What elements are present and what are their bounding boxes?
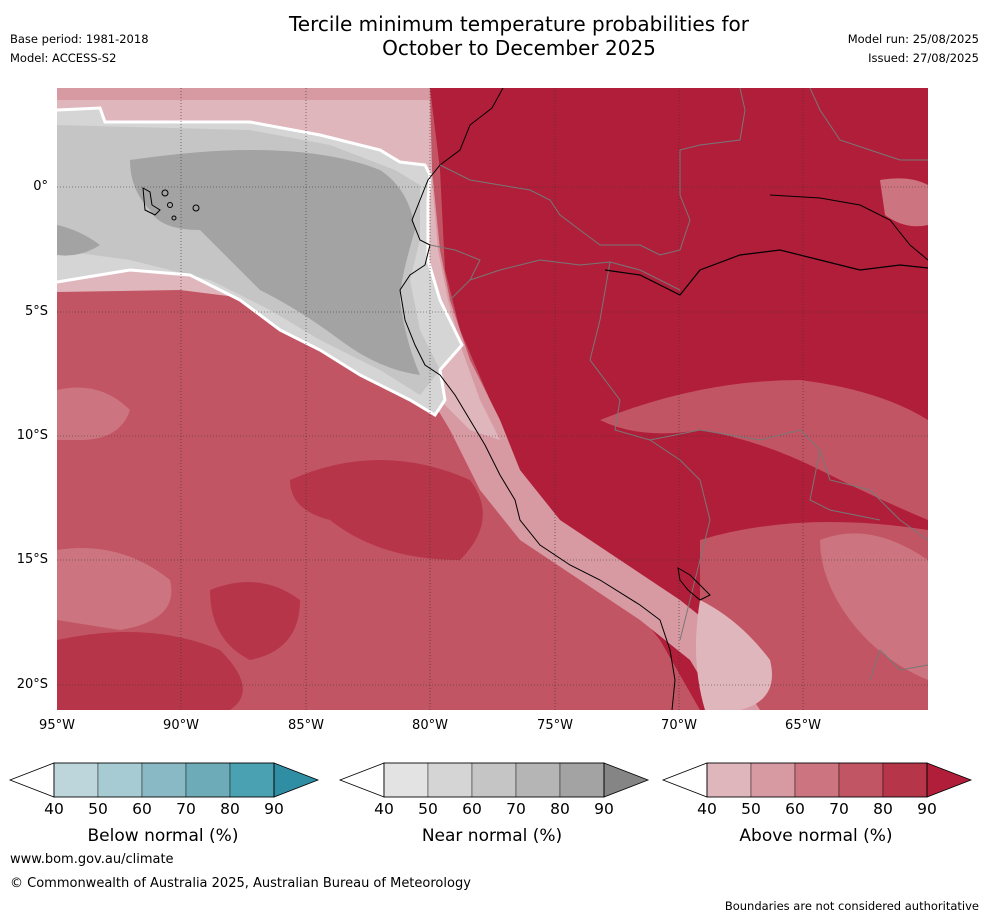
- coastline: [399, 88, 676, 710]
- legend-near-arrow-low: [338, 762, 385, 798]
- legend-title-near: Near normal (%): [421, 826, 563, 846]
- patch-inland-40-s: [696, 600, 772, 710]
- lon-label-70w: 70°W: [661, 718, 697, 733]
- legend-near-tick: 40: [374, 800, 394, 818]
- legend-near-outline: [383, 762, 605, 798]
- footer-copyright: © Commonwealth of Australia 2025, Austra…: [10, 876, 471, 891]
- legend-below-segment: [229, 762, 275, 798]
- legend-above-tick: 80: [873, 800, 893, 818]
- legend-above-segment: [706, 762, 752, 798]
- patch-ocean-80-center: [290, 460, 483, 560]
- lat-label-10s: 10°S: [16, 428, 48, 443]
- legend-title-below: Below normal (%): [87, 826, 239, 846]
- legend-above-arrow-high: [926, 762, 973, 798]
- legend-below-arrow-high: [273, 762, 320, 798]
- probability-map: [57, 88, 928, 710]
- legend-above-segment: [750, 762, 796, 798]
- legend-below-segment: [185, 762, 231, 798]
- rio-negro: [769, 194, 928, 261]
- lon-label-90w: 90°W: [163, 718, 199, 733]
- legend-near-arrow-high: [603, 762, 650, 798]
- legend-near-tick: 50: [418, 800, 438, 818]
- model-name: Model: ACCESS-S2: [10, 51, 117, 65]
- legend-below-tick: 90: [264, 800, 284, 818]
- legend-near-tick: 80: [550, 800, 570, 818]
- patch-amazon-60: [880, 178, 928, 227]
- lon-label-80w: 80°W: [412, 718, 448, 733]
- legend-above-segment: [882, 762, 928, 798]
- legend-near-segment: [471, 762, 517, 798]
- lat-label-0: 0°: [33, 179, 48, 194]
- legend-title-above: Above normal (%): [739, 826, 893, 846]
- amazon-river: [604, 249, 928, 296]
- meta-right: Model run: 25/08/2025 Issued: 27/08/2025: [848, 30, 979, 68]
- issued-date: Issued: 27/08/2025: [868, 51, 979, 65]
- legend-below-segment: [53, 762, 99, 798]
- model-run: Model run: 25/08/2025: [847, 32, 979, 46]
- lat-label-15s: 15°S: [16, 552, 48, 567]
- patch-ocean-80-s: [210, 582, 300, 660]
- legend-near-segment: [427, 762, 473, 798]
- legend-above-segment: [794, 762, 840, 798]
- legend-near-tick: 60: [462, 800, 482, 818]
- lon-label-65w: 65°W: [785, 718, 821, 733]
- lake-titicaca: [677, 567, 711, 601]
- legend-near-segment: [515, 762, 561, 798]
- base-period: Base period: 1981-2018: [10, 32, 149, 46]
- map-fill: [57, 88, 928, 710]
- meta-left: Base period: 1981-2018 Model: ACCESS-S2: [10, 30, 149, 68]
- legend-near-segment: [383, 762, 429, 798]
- legend-below-outline: [53, 762, 275, 798]
- legend-below-tick: 50: [88, 800, 108, 818]
- legend-colorbars: [8, 762, 973, 798]
- legend-above-arrow-low: [661, 762, 708, 798]
- patch-ocean-60-sw: [57, 548, 172, 630]
- footer-url: www.bom.gov.au/climate: [10, 852, 174, 867]
- legend-below-tick: 60: [132, 800, 152, 818]
- lon-label-85w: 85°W: [288, 718, 324, 733]
- boundary-near-40: [57, 106, 464, 418]
- legend-near-segment: [559, 762, 605, 798]
- patch-inland-60-se: [820, 533, 928, 680]
- legend-near-tick: 90: [594, 800, 614, 818]
- legend-above-segment: [838, 762, 884, 798]
- legend-above-tick: 60: [785, 800, 805, 818]
- lon-label-95w: 95°W: [39, 718, 75, 733]
- legend-above-tick: 90: [917, 800, 937, 818]
- region-near-80: [130, 150, 420, 375]
- footer-disclaimer: Boundaries are not considered authoritat…: [724, 899, 979, 913]
- patch-near-80-w: [57, 225, 100, 256]
- legend-above-tick: 70: [829, 800, 849, 818]
- lon-label-75w: 75°W: [537, 718, 573, 733]
- patch-inland-70: [600, 380, 928, 520]
- title-line-1: Tercile minimum temperature probabilitie…: [288, 12, 750, 36]
- legend-below-tick: 80: [220, 800, 240, 818]
- legend-below-segment: [97, 762, 143, 798]
- country-borders: [429, 88, 928, 681]
- legend-below-tick: 70: [176, 800, 196, 818]
- legend-above-tick: 50: [741, 800, 761, 818]
- patch-ocean-60-w: [57, 387, 130, 440]
- legend-below-tick: 40: [44, 800, 64, 818]
- legend-below-segment: [141, 762, 187, 798]
- galapagos-islands: [142, 187, 200, 221]
- lat-label-20s: 20°S: [16, 677, 48, 692]
- lat-label-5s: 5°S: [24, 304, 48, 319]
- legend-near-tick: 70: [506, 800, 526, 818]
- legend-below-arrow-low: [8, 762, 55, 798]
- chart-title: Tercile minimum temperature probabilitie…: [0, 12, 988, 60]
- legend-above-tick: 40: [697, 800, 717, 818]
- title-line-2: October to December 2025: [382, 36, 656, 60]
- graticule: [57, 88, 928, 710]
- legend-above-outline: [706, 762, 928, 798]
- patch-ocean-80-sw: [57, 632, 243, 710]
